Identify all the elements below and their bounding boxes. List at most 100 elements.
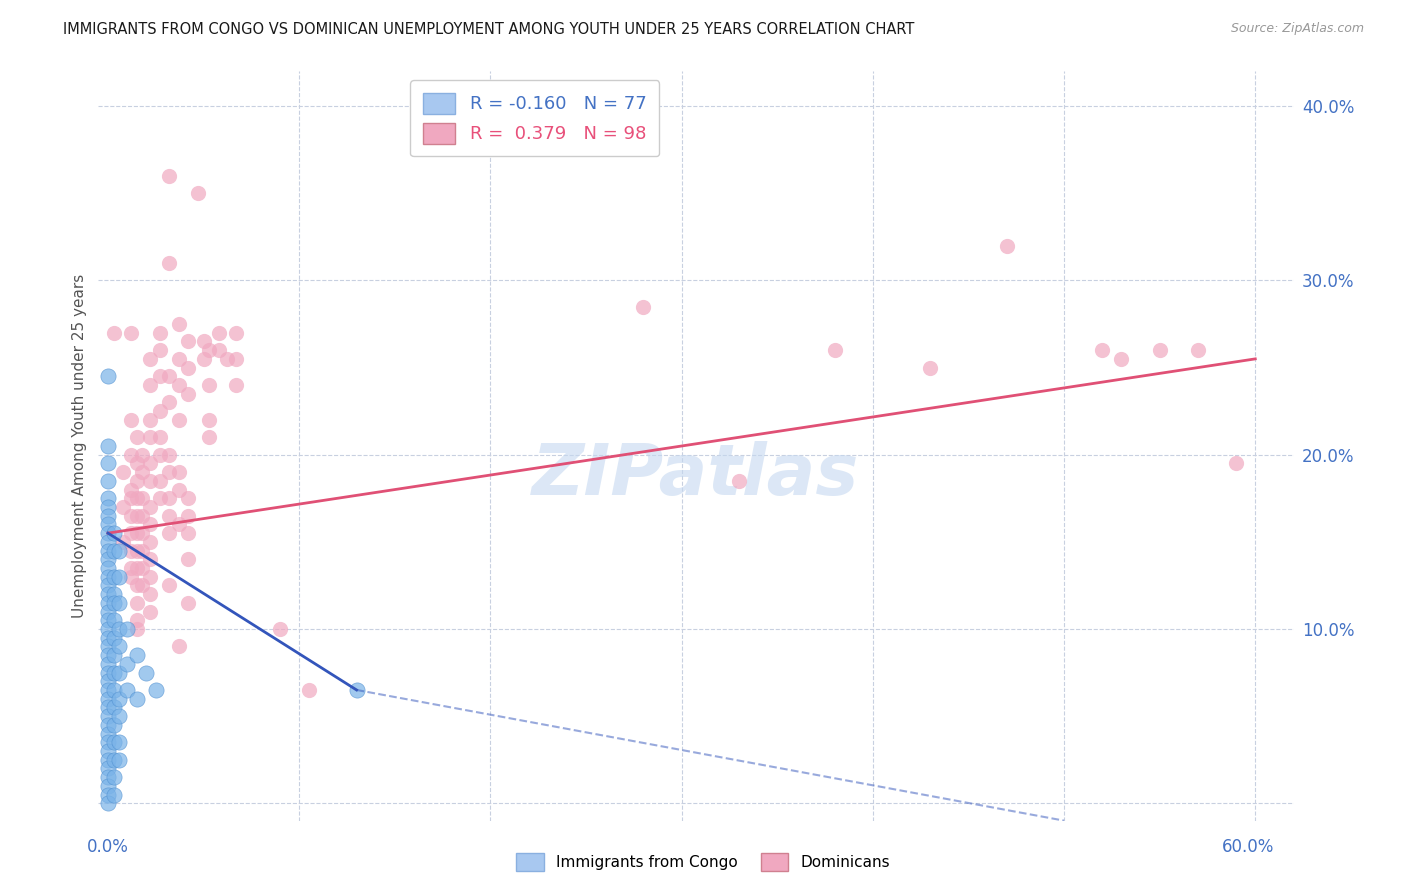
Point <box>139 534 162 549</box>
Point <box>97 726 120 740</box>
Point <box>120 570 142 584</box>
Y-axis label: Unemployment Among Youth under 25 years: Unemployment Among Youth under 25 years <box>72 274 87 618</box>
Point <box>157 169 180 183</box>
Point <box>139 552 162 566</box>
Point <box>1111 351 1133 366</box>
Point <box>1187 343 1209 358</box>
Point <box>97 796 120 810</box>
Point <box>120 543 142 558</box>
Point <box>97 640 120 654</box>
Point <box>135 665 157 680</box>
Point <box>149 430 172 444</box>
Point <box>187 186 209 201</box>
Point <box>157 465 180 479</box>
Point <box>97 657 120 671</box>
Point <box>97 457 120 471</box>
Point <box>97 665 120 680</box>
Point <box>225 351 247 366</box>
Point <box>167 483 190 497</box>
Point <box>193 351 215 366</box>
Point <box>97 744 120 758</box>
Point <box>157 578 180 592</box>
Point <box>103 788 125 802</box>
Point <box>97 596 120 610</box>
Point <box>346 682 368 697</box>
Point <box>103 718 125 732</box>
Point <box>125 491 148 506</box>
Point <box>97 508 120 523</box>
Point <box>115 682 138 697</box>
Point <box>97 788 120 802</box>
Text: IMMIGRANTS FROM CONGO VS DOMINICAN UNEMPLOYMENT AMONG YOUTH UNDER 25 YEARS CORRE: IMMIGRANTS FROM CONGO VS DOMINICAN UNEMP… <box>63 22 915 37</box>
Point <box>97 691 120 706</box>
Point <box>108 665 131 680</box>
Point <box>103 753 125 767</box>
Point <box>1149 343 1171 358</box>
Point <box>125 596 148 610</box>
Point <box>167 317 190 331</box>
Point <box>139 517 162 532</box>
Text: Source: ZipAtlas.com: Source: ZipAtlas.com <box>1230 22 1364 36</box>
Point <box>149 369 172 384</box>
Point <box>108 543 131 558</box>
Point <box>167 378 190 392</box>
Point <box>97 631 120 645</box>
Point <box>145 682 167 697</box>
Point <box>208 326 231 340</box>
Point <box>125 691 148 706</box>
Point <box>177 552 200 566</box>
Point <box>131 578 153 592</box>
Point <box>193 334 215 349</box>
Point <box>149 326 172 340</box>
Point <box>139 605 162 619</box>
Point <box>120 448 142 462</box>
Point <box>120 508 142 523</box>
Point <box>97 491 120 506</box>
Point <box>269 622 291 636</box>
Point <box>97 700 120 714</box>
Point <box>198 430 221 444</box>
Point <box>131 526 153 541</box>
Point <box>120 326 142 340</box>
Point <box>97 500 120 514</box>
Point <box>1091 343 1114 358</box>
Point <box>177 334 200 349</box>
Point <box>157 448 180 462</box>
Point <box>97 735 120 749</box>
Point <box>139 500 162 514</box>
Point <box>103 543 125 558</box>
Point <box>97 682 120 697</box>
Point <box>103 770 125 784</box>
Point <box>139 430 162 444</box>
Point <box>97 779 120 793</box>
Point <box>120 561 142 575</box>
Point <box>139 570 162 584</box>
Point <box>108 596 131 610</box>
Point <box>139 474 162 488</box>
Point <box>177 491 200 506</box>
Point <box>97 753 120 767</box>
Point <box>167 465 190 479</box>
Point <box>167 413 190 427</box>
Point <box>728 474 751 488</box>
Point <box>157 369 180 384</box>
Point <box>167 517 190 532</box>
Point <box>1225 457 1247 471</box>
Point <box>115 657 138 671</box>
Point <box>97 570 120 584</box>
Point <box>125 648 148 662</box>
Point <box>97 587 120 601</box>
Point <box>97 709 120 723</box>
Point <box>108 622 131 636</box>
Point <box>108 570 131 584</box>
Point <box>215 351 238 366</box>
Point <box>125 430 148 444</box>
Point <box>97 526 120 541</box>
Point <box>97 605 120 619</box>
Point <box>177 508 200 523</box>
Point <box>149 491 172 506</box>
Point <box>149 448 172 462</box>
Point <box>139 587 162 601</box>
Point <box>103 631 125 645</box>
Point <box>157 395 180 409</box>
